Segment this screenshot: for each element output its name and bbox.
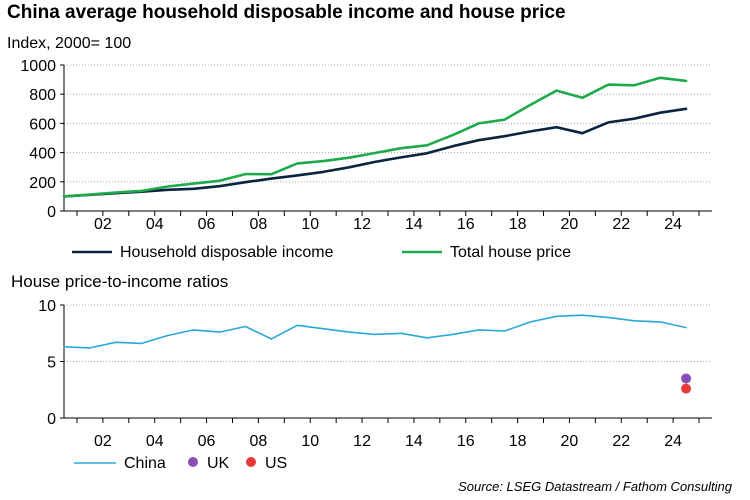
legend-label: US [265, 455, 287, 472]
x-tick-label: 22 [612, 433, 630, 450]
source-note: Source: LSEG Datastream / Fathom Consult… [458, 479, 732, 494]
x-tick-label: 06 [198, 433, 216, 450]
legend-label: China [124, 455, 166, 472]
y-tick-label: 800 [29, 87, 56, 104]
x-tick-label: 04 [146, 216, 164, 233]
x-tick-label: 22 [612, 216, 630, 233]
x-tick-label: 12 [353, 216, 371, 233]
legend-swatch [246, 457, 256, 467]
chart-title: China average household disposable incom… [7, 2, 566, 23]
x-tick-label: 24 [664, 216, 682, 233]
y-tick-label: 1000 [20, 58, 56, 75]
x-tick-label: 20 [561, 433, 579, 450]
data-point-uk [681, 373, 692, 384]
x-tick-label: 18 [509, 216, 527, 233]
x-tick-label: 12 [353, 433, 371, 450]
legend-swatch [188, 457, 198, 467]
data-point-us [681, 383, 692, 394]
x-tick-label: 10 [301, 216, 319, 233]
x-tick-label: 14 [405, 216, 423, 233]
y-tick-label: 600 [29, 116, 56, 133]
x-tick-label: 02 [94, 433, 112, 450]
x-tick-label: 04 [146, 433, 164, 450]
y-tick-label: 0 [47, 411, 56, 428]
x-tick-label: 08 [250, 433, 268, 450]
x-tick-label: 14 [405, 433, 423, 450]
x-tick-label: 06 [198, 216, 216, 233]
y-tick-label: 400 [29, 146, 56, 163]
legend-label: Household disposable income [120, 244, 334, 261]
x-tick-label: 08 [250, 216, 268, 233]
x-tick-label: 18 [509, 433, 527, 450]
x-tick-label: 16 [457, 216, 475, 233]
x-tick-label: 02 [94, 216, 112, 233]
y-tick-label: 0 [47, 204, 56, 221]
x-tick-label: 24 [664, 433, 682, 450]
series-line-household-disposable-income [62, 107, 688, 198]
x-tick-label: 16 [457, 433, 475, 450]
y-tick-label: 5 [47, 355, 56, 372]
y-tick-label: 10 [38, 298, 56, 315]
ratio-chart-title: House price-to-income ratios [11, 272, 229, 291]
x-tick-label: 20 [561, 216, 579, 233]
legend-label: UK [207, 455, 230, 472]
chart-subtitle: Index, 2000= 100 [7, 35, 132, 52]
x-tick-label: 10 [301, 433, 319, 450]
legend-label: Total house price [450, 244, 571, 261]
y-tick-label: 200 [29, 175, 56, 192]
series-line-china [63, 314, 687, 349]
series-line-total-house-price [62, 76, 688, 198]
